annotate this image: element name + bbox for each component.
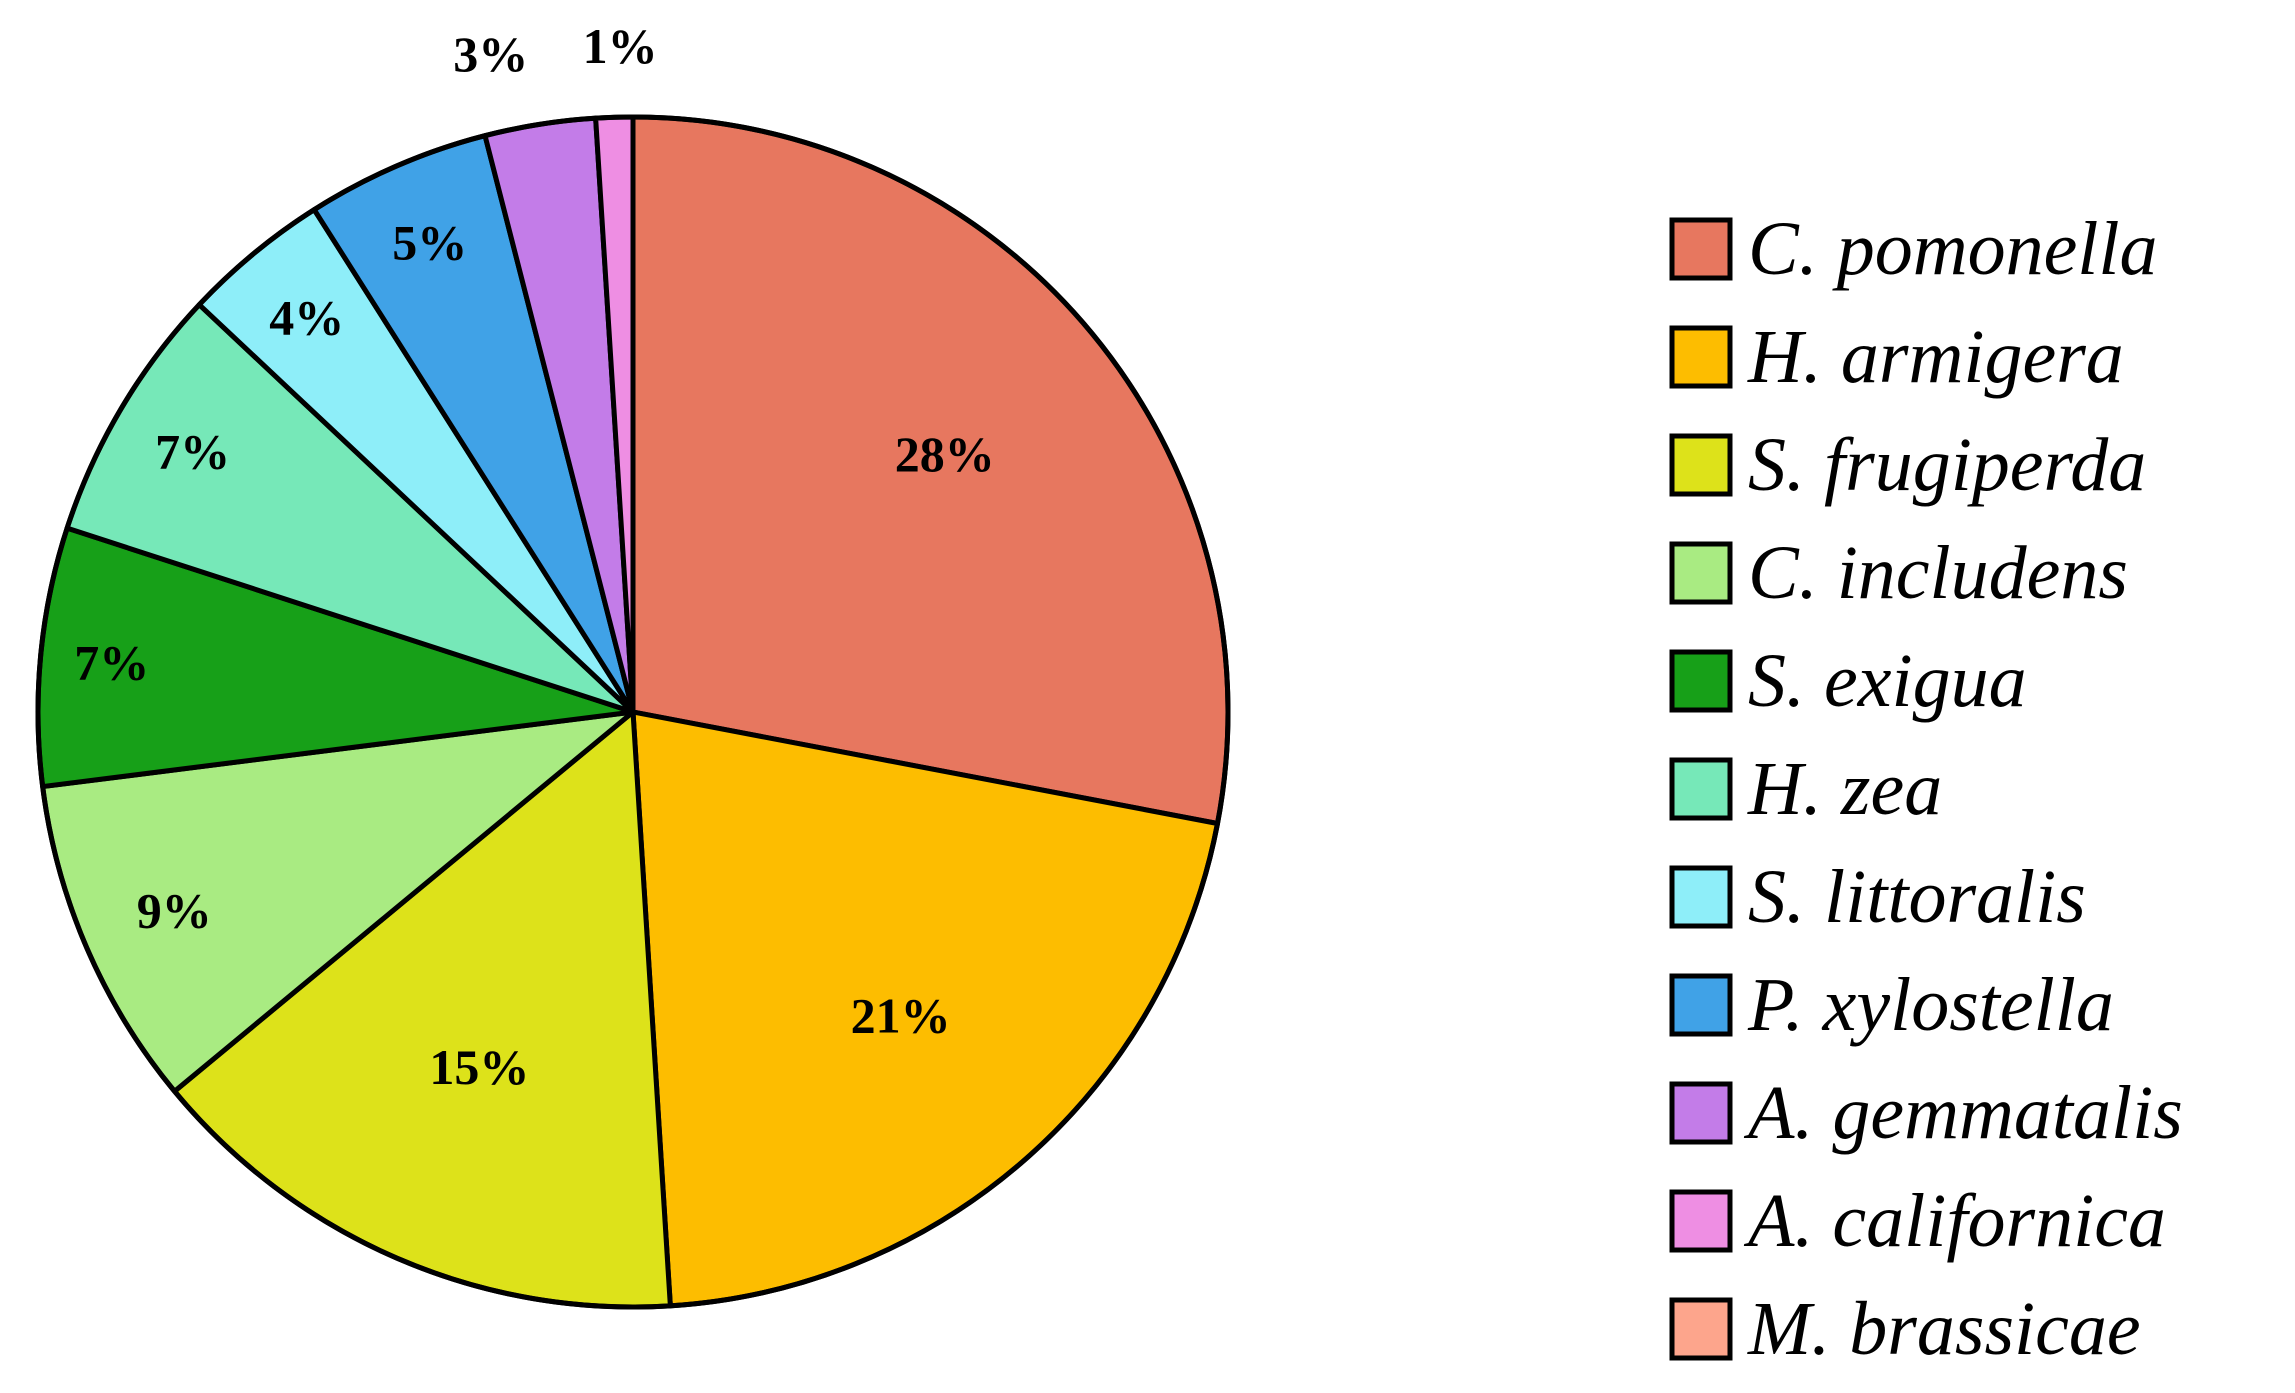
legend-swatch-p-xylostella <box>1669 973 1733 1037</box>
legend-label-c-pomonella: C. pomonella <box>1748 207 2158 291</box>
pie-label-p-xylostella: 5% <box>392 214 467 270</box>
legend-item-h-armigera: H. armigera <box>1669 315 2124 399</box>
legend-swatch-m-brassicae <box>1669 1297 1733 1361</box>
legend-item-a-californica: A. californica <box>1669 1179 2166 1263</box>
legend-item-s-exigua: S. exigua <box>1669 639 2027 723</box>
pie-label-h-zea: 7% <box>155 424 230 480</box>
legend-label-c-includens: C. includens <box>1748 531 2128 615</box>
pie-label-s-exigua: 7% <box>74 635 149 691</box>
pie-label-s-littoralis: 4% <box>269 290 344 346</box>
pie-percent-labels: 28% 21% 15% 9% 7% 7% 4% 5% 3% 1% <box>74 18 995 1095</box>
legend-label-p-xylostella: P. xylostella <box>1747 963 2114 1047</box>
legend-label-s-exigua: S. exigua <box>1748 639 2027 723</box>
legend-item-s-littoralis: S. littoralis <box>1669 855 2086 939</box>
pie-slices <box>35 114 1231 1310</box>
pie-label-c-pomonella: 28% <box>895 426 995 482</box>
legend-label-h-zea: H. zea <box>1747 747 1942 831</box>
legend-item-s-frugiperda: S. frugiperda <box>1669 423 2146 507</box>
legend-item-p-xylostella: P. xylostella <box>1669 963 2114 1047</box>
pie-label-s-frugiperda: 15% <box>429 1039 529 1095</box>
pie-label-a-gemmatalis: 3% <box>453 26 528 82</box>
legend-item-h-zea: H. zea <box>1669 747 1942 831</box>
pie-label-h-armigera: 21% <box>851 988 951 1044</box>
pie-outline <box>35 114 1231 1310</box>
legend-label-m-brassicae: M. brassicae <box>1747 1287 2141 1371</box>
legend-swatch-c-includens <box>1669 541 1733 605</box>
legend-label-s-frugiperda: S. frugiperda <box>1748 423 2146 507</box>
legend-swatch-h-zea <box>1669 757 1733 821</box>
legend-label-a-gemmatalis: A. gemmatalis <box>1743 1071 2183 1155</box>
pie-label-c-includens: 9% <box>137 883 212 939</box>
legend-item-c-includens: C. includens <box>1669 531 2128 615</box>
legend-label-a-californica: A. californica <box>1743 1179 2166 1263</box>
legend-swatch-a-gemmatalis <box>1669 1081 1733 1145</box>
legend-item-m-brassicae: M. brassicae <box>1669 1287 2141 1371</box>
legend-swatch-c-pomonella <box>1669 217 1733 281</box>
legend-swatch-s-littoralis <box>1669 865 1733 929</box>
legend-swatch-a-californica <box>1669 1189 1733 1253</box>
legend-swatch-s-frugiperda <box>1669 433 1733 497</box>
legend-label-h-armigera: H. armigera <box>1747 315 2124 399</box>
legend-item-c-pomonella: C. pomonella <box>1669 207 2158 291</box>
legend-item-a-gemmatalis: A. gemmatalis <box>1669 1071 2183 1155</box>
legend: C. pomonella H. armigera S. frugiperda C. i… <box>1669 207 2183 1371</box>
legend-label-s-littoralis: S. littoralis <box>1748 855 2086 939</box>
legend-swatch-s-exigua <box>1669 649 1733 713</box>
legend-swatch-h-armigera <box>1669 325 1733 389</box>
pie-label-a-californica: 1% <box>583 18 658 74</box>
